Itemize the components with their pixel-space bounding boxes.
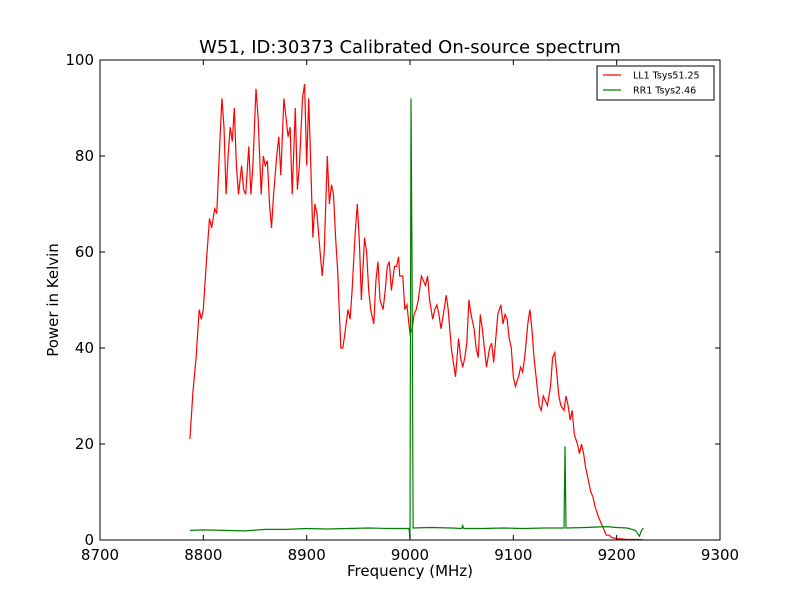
x-tick-label: 9100 — [494, 546, 532, 564]
y-tick-label: 20 — [75, 435, 94, 453]
series-line-2 — [189, 98, 644, 539]
x-tick-label: 9300 — [701, 546, 739, 564]
x-tick-label: 9000 — [391, 546, 429, 564]
legend-entry-label: LL1 Tsys51.25 — [633, 71, 700, 82]
axes: 8700 8800 8900 9000 9100 9200 9300 0 20 40 60 80 100 — [65, 51, 739, 564]
series-line-1 — [189, 83, 644, 540]
x-tick-label: 9200 — [598, 546, 636, 564]
y-axis-label: Power in Kelvin — [44, 243, 62, 357]
legend-entry-label: RR1 Tsys2.46 — [633, 86, 696, 97]
y-tick-label: 60 — [75, 243, 94, 261]
x-tick-label: 8800 — [184, 546, 222, 564]
chart-title: W51, ID:30373 Calibrated On-source spect… — [199, 37, 621, 58]
legend-box — [596, 65, 715, 101]
x-tick-label: 8700 — [81, 546, 119, 564]
x-tick-label: 8900 — [288, 546, 326, 564]
y-tick-label: 0 — [84, 531, 94, 549]
y-tick-label: 40 — [75, 339, 94, 357]
y-tick-label: 80 — [75, 147, 94, 165]
legend: LL1 Tsys51.25 RR1 Tsys2.46 — [596, 65, 715, 101]
y-tick-label: 100 — [65, 51, 94, 69]
plot-area — [189, 83, 644, 540]
x-axis-label: Frequency (MHz) — [347, 562, 473, 580]
